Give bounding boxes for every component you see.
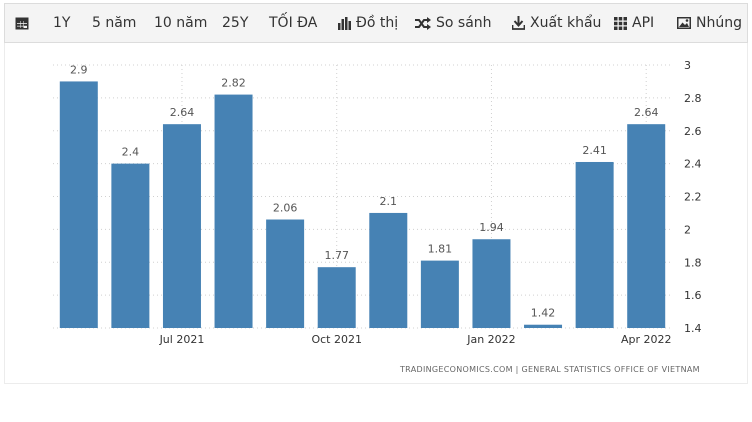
y-tick-label: 2.4 xyxy=(684,158,702,171)
y-tick-label: 1.8 xyxy=(684,256,702,269)
grid-icon xyxy=(614,16,627,30)
range-25y-button[interactable]: 25Y xyxy=(222,4,248,42)
export-button[interactable]: Xuất khẩu xyxy=(512,4,601,42)
data-labels: 2.9 2.4 2.64 2.82 2.06 1.77 2.1 1.81 1.94 1.42 2.4… xyxy=(70,63,658,319)
range-25y-label: 25Y xyxy=(222,15,249,31)
x-tick-label: Apr 2022 xyxy=(621,333,672,346)
calendar-button[interactable] xyxy=(15,4,34,42)
y-tick-label: 2 xyxy=(684,223,691,236)
data-label: 2.64 xyxy=(170,106,195,119)
shuffle-icon xyxy=(415,16,431,30)
bar[interactable] xyxy=(524,324,563,328)
source-attribution: TRADINGECONOMICS.COM | GENERAL STATISTIC… xyxy=(400,365,700,374)
chart-type-label: Đồ thị xyxy=(356,15,399,31)
bar-chart-icon xyxy=(338,16,351,30)
image-icon xyxy=(677,17,691,29)
download-icon xyxy=(512,16,525,30)
data-label: 1.94 xyxy=(479,221,504,234)
y-tick-label: 1.4 xyxy=(684,322,702,335)
data-label: 2.41 xyxy=(582,144,607,157)
range-max-button[interactable]: TỐI ĐA xyxy=(269,4,317,42)
data-label: 2.9 xyxy=(70,63,88,76)
bar-chart: 2.92.42.642.822.061.772.11.811.941.422.4… xyxy=(53,59,702,346)
data-label: 2.06 xyxy=(273,202,298,215)
x-axis: Jul 2021 Oct 2021 Jan 2022 Apr 2022 xyxy=(159,333,672,346)
compare-label: So sánh xyxy=(436,15,492,31)
api-button[interactable]: API xyxy=(614,4,654,42)
chart-toolbar: 1Y 5 năm 10 năm 25Y TỐI ĐA Đồ thị So sán… xyxy=(4,3,748,43)
y-tick-label: 2.2 xyxy=(684,191,702,204)
y-tick-label: 3 xyxy=(684,59,691,72)
data-label: 1.42 xyxy=(531,307,556,320)
data-label: 1.81 xyxy=(428,243,453,256)
bar[interactable] xyxy=(627,124,666,328)
bar[interactable] xyxy=(214,94,253,329)
bar[interactable] xyxy=(575,161,614,328)
bar[interactable] xyxy=(111,163,150,328)
y-axis: 1.4 1.6 1.8 2 2.2 2.4 2.6 2.8 3 xyxy=(684,59,702,335)
range-10y-button[interactable]: 10 năm xyxy=(154,4,207,42)
x-tick-label: Jan 2022 xyxy=(466,333,515,346)
bar[interactable] xyxy=(420,260,459,328)
embed-label: Nhúng xyxy=(696,15,742,31)
range-10y-label: 10 năm xyxy=(154,15,208,31)
compare-button[interactable]: So sánh xyxy=(415,4,492,42)
api-label: API xyxy=(632,15,655,31)
embed-button[interactable]: Nhúng xyxy=(677,4,742,42)
data-label: 2.1 xyxy=(380,195,398,208)
bar[interactable] xyxy=(317,267,356,328)
chart-type-button[interactable]: Đồ thị xyxy=(338,4,398,42)
data-label: 2.82 xyxy=(221,77,246,90)
y-tick-label: 2.8 xyxy=(684,92,702,105)
range-1y-button[interactable]: 1Y xyxy=(53,4,70,42)
export-label: Xuất khẩu xyxy=(530,15,602,31)
bars xyxy=(59,81,666,329)
data-label: 2.4 xyxy=(122,146,140,159)
range-5y-button[interactable]: 5 năm xyxy=(92,4,136,42)
y-tick-label: 1.6 xyxy=(684,289,702,302)
bar[interactable] xyxy=(266,219,305,328)
bar[interactable] xyxy=(162,124,201,328)
bar[interactable] xyxy=(472,239,511,328)
x-tick-label: Jul 2021 xyxy=(159,333,205,346)
bar[interactable] xyxy=(59,81,98,328)
range-max-label: TỐI ĐA xyxy=(269,15,318,31)
bar[interactable] xyxy=(369,212,408,328)
range-1y-label: 1Y xyxy=(53,15,71,31)
range-5y-label: 5 năm xyxy=(92,15,137,31)
calendar-icon xyxy=(15,17,29,30)
y-tick-label: 2.6 xyxy=(684,125,702,138)
data-label: 1.77 xyxy=(324,249,349,262)
x-tick-label: Oct 2021 xyxy=(311,333,362,346)
data-label: 2.64 xyxy=(634,106,659,119)
